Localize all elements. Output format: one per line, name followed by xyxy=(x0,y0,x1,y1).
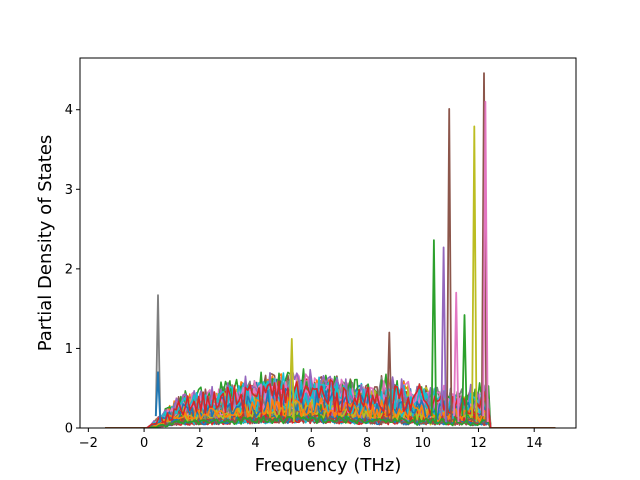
x-axis-label: Frequency (THz) xyxy=(255,455,402,476)
pdos-peak-line xyxy=(386,331,393,423)
x-tick-label: 2 xyxy=(196,436,204,451)
y-tick-label: 0 xyxy=(65,422,73,437)
pdos-peak-line xyxy=(154,294,162,423)
x-tick-label: 6 xyxy=(307,436,315,451)
series-layer xyxy=(105,72,556,428)
pdos-peak-line xyxy=(453,291,460,423)
pdos-peak-line xyxy=(461,314,468,423)
pdos-peak-line xyxy=(446,108,453,423)
y-tick-label: 3 xyxy=(65,183,73,198)
pdos-peak-line xyxy=(480,72,488,423)
pdos-peak-line xyxy=(440,246,447,423)
pdos-peak-line xyxy=(471,125,478,423)
pdos-series-line xyxy=(105,396,556,428)
y-axis-label: Partial Density of States xyxy=(35,135,56,352)
x-tick-label: 8 xyxy=(363,436,371,451)
x-tick-label: 14 xyxy=(526,436,543,451)
x-axis-ticks: −2 0 2 4 6 8 10 12 14 xyxy=(79,428,543,451)
y-axis-ticks: 0 1 2 3 4 xyxy=(65,103,80,437)
x-tick-label: 12 xyxy=(470,436,487,451)
x-tick-label: 10 xyxy=(414,436,431,451)
y-tick-label: 2 xyxy=(65,262,73,277)
x-tick-label: −2 xyxy=(79,436,98,451)
y-tick-label: 4 xyxy=(65,103,73,118)
y-tick-label: 1 xyxy=(65,342,73,357)
plot-frame xyxy=(79,57,577,429)
x-tick-label: 4 xyxy=(251,436,259,451)
pdos-peak-line xyxy=(482,100,489,423)
pdos-series-line xyxy=(105,387,556,428)
pdos-peak-line xyxy=(154,371,162,423)
pdos-peak-line xyxy=(288,338,295,423)
pdos-peak-line xyxy=(430,239,437,423)
pdos-series-line xyxy=(105,414,556,428)
pdos-series-line xyxy=(105,378,556,428)
x-tick-label: 0 xyxy=(140,436,148,451)
